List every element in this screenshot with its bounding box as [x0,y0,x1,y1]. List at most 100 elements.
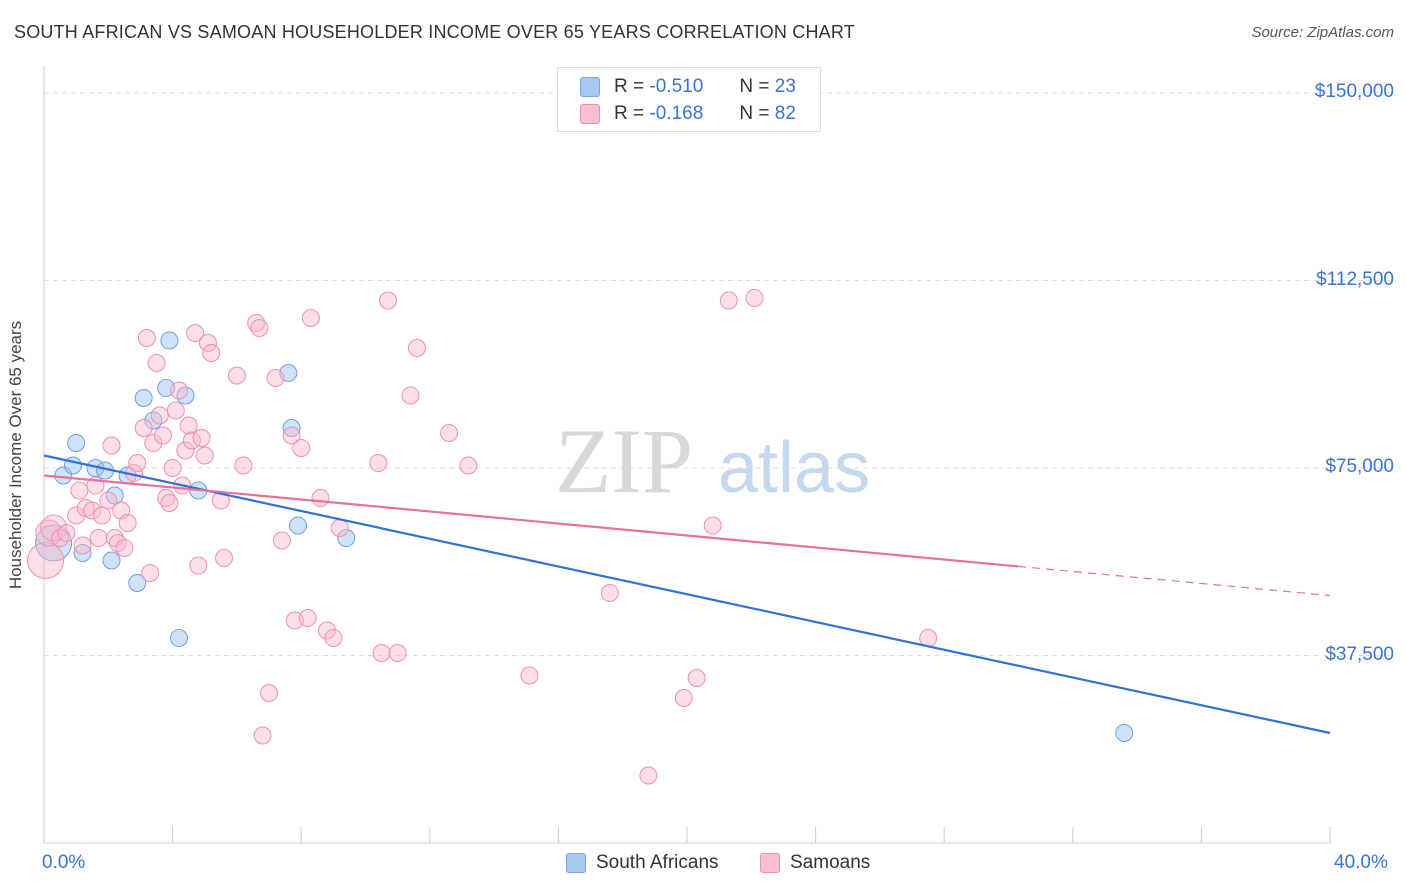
point-samoans [186,324,205,342]
point-south-africans [67,434,86,452]
point-south-africans [134,389,153,407]
point-samoans [292,439,311,457]
legend-swatch-south-africans [580,77,600,97]
point-samoans [687,669,706,687]
point-samoans [179,416,198,435]
point-samoans [189,556,208,575]
point-south-africans [73,544,92,562]
point-samoans [198,334,217,352]
legend-n-label: N = [739,103,770,124]
point-samoans [166,401,185,420]
series-swatch-south-africans [566,853,586,873]
legend-row-samoans: R = -0.168 N = 82 [580,101,796,127]
point-samoans [160,494,179,512]
point-samoans [163,459,182,477]
point-samoans [70,481,89,500]
point-south-africans [1115,724,1134,742]
point-samoans [369,454,388,472]
point-samoans [150,406,169,425]
trend-line-south-africans [43,454,1331,735]
point-samoans [317,621,336,640]
series-legend-south-africans: South Africans [566,852,719,874]
y-tick-label: $150,000 [1314,81,1394,102]
watermark-atlas: atlas [718,428,870,508]
legend-swatch-samoans [580,104,600,124]
series-label-samoans: Samoans [790,852,871,873]
trend-lines [43,454,1331,735]
point-samoans [639,766,658,785]
point-samoans [92,506,111,525]
point-samoans [440,424,459,442]
point-samoans [134,419,153,437]
y-tick-label: $112,500 [1316,268,1394,290]
point-samoans [89,529,108,547]
legend-r-label: R = [614,76,645,97]
point-samoans [298,609,317,627]
series-swatch-samoans [760,853,780,873]
point-samoans [195,446,214,465]
series-label-south-africans: South Africans [596,852,719,873]
point-samoans [215,549,234,567]
point-samoans [57,524,76,542]
gridlines [44,92,1394,656]
series-legend-samoans: Samoans [760,852,870,874]
point-samoans [260,684,279,702]
chart-source: Source: ZipAtlas.com [1251,24,1394,41]
point-samoans [234,456,253,475]
point-samoans [227,366,246,385]
point-south-africans [102,551,121,570]
point-south-africans [170,629,189,647]
point-samoans [324,629,343,647]
point-samoans [388,644,407,662]
legend-r-value: -0.510 [649,76,704,97]
point-samoans [153,426,172,445]
point-samoans [170,381,189,400]
point-samoans [118,514,137,532]
point-samoans [301,309,320,327]
point-samoans [407,339,426,357]
point-samoans [35,519,63,547]
point-samoans [137,329,156,347]
point-samoans [272,531,291,550]
point-samoans [674,689,693,707]
point-samoans [128,454,147,472]
point-samoans [703,516,722,535]
point-samoans [157,489,176,507]
point-samoans [83,501,102,520]
point-samoans [102,436,121,455]
x-tick-label-min: 0.0% [42,852,86,873]
point-samoans [73,536,92,555]
axes [43,66,1331,844]
point-samoans [282,426,301,445]
point-samoans [330,519,349,537]
point-samoans [176,441,195,460]
point-samoans [600,584,619,602]
chart-title: SOUTH AFRICAN VS SAMOAN HOUSEHOLDER INCO… [14,22,855,42]
point-samoans [247,314,266,332]
point-south-africans [128,574,147,592]
legend-n-value: 82 [774,103,796,124]
point-samoans [27,542,65,579]
y-tick-label: $75,000 [1325,456,1394,477]
point-samoans [520,666,539,685]
correlation-legend: R = -0.510 N = 23 R = -0.168 N = 82 [557,67,821,132]
point-samoans [311,489,330,507]
point-samoans [115,539,134,557]
watermark-zip: ZIP [555,410,693,512]
legend-n-value: 23 [774,76,796,97]
point-samoans [141,564,160,582]
point-samoans [67,506,86,525]
y-tick-label: $37,500 [1325,643,1394,665]
legend-r-value: -0.168 [649,103,704,124]
point-south-africans [288,516,307,535]
point-samoans [253,726,272,745]
point-south-africans [160,331,179,350]
point-samoans [202,344,221,362]
point-samoans [459,456,478,475]
point-samoans [99,491,118,510]
point-samoans [372,644,391,662]
point-samoans [745,289,764,307]
point-samoans [250,319,269,337]
point-samoans [147,354,166,372]
